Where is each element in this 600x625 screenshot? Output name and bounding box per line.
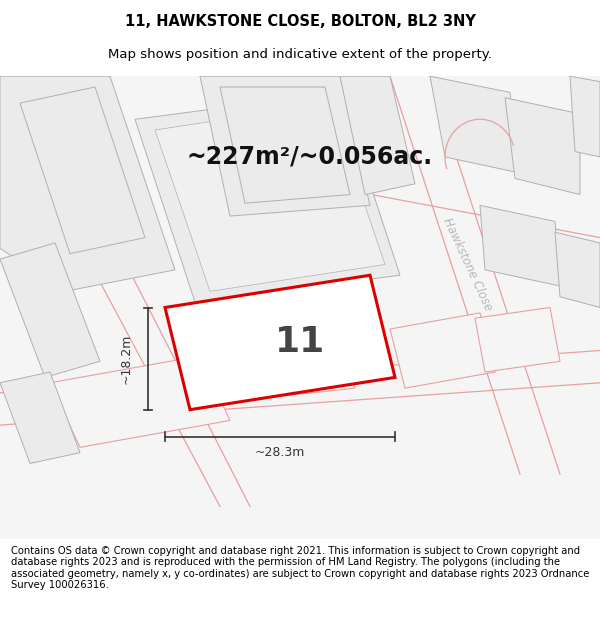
- Polygon shape: [50, 356, 230, 447]
- Polygon shape: [505, 98, 580, 194]
- Polygon shape: [220, 87, 350, 203]
- Text: 11: 11: [275, 326, 325, 359]
- Polygon shape: [0, 372, 80, 464]
- Polygon shape: [475, 308, 560, 372]
- Text: Contains OS data © Crown copyright and database right 2021. This information is : Contains OS data © Crown copyright and d…: [11, 546, 589, 591]
- Text: ~227m²/~0.056ac.: ~227m²/~0.056ac.: [187, 145, 433, 169]
- Polygon shape: [20, 87, 145, 254]
- Text: Hawkstone Close: Hawkstone Close: [441, 216, 495, 313]
- Polygon shape: [340, 76, 415, 194]
- Polygon shape: [190, 340, 355, 404]
- Polygon shape: [430, 76, 520, 173]
- Polygon shape: [390, 313, 495, 388]
- Polygon shape: [570, 76, 600, 157]
- Text: 11, HAWKSTONE CLOSE, BOLTON, BL2 3NY: 11, HAWKSTONE CLOSE, BOLTON, BL2 3NY: [125, 14, 475, 29]
- Text: Map shows position and indicative extent of the property.: Map shows position and indicative extent…: [108, 48, 492, 61]
- Polygon shape: [200, 76, 370, 216]
- Text: ~18.2m: ~18.2m: [119, 333, 133, 384]
- Polygon shape: [155, 103, 385, 291]
- Polygon shape: [480, 206, 560, 286]
- Polygon shape: [135, 92, 400, 302]
- Polygon shape: [0, 76, 175, 291]
- Text: ~28.3m: ~28.3m: [255, 446, 305, 459]
- Polygon shape: [0, 243, 100, 378]
- Polygon shape: [165, 275, 395, 409]
- Polygon shape: [555, 232, 600, 308]
